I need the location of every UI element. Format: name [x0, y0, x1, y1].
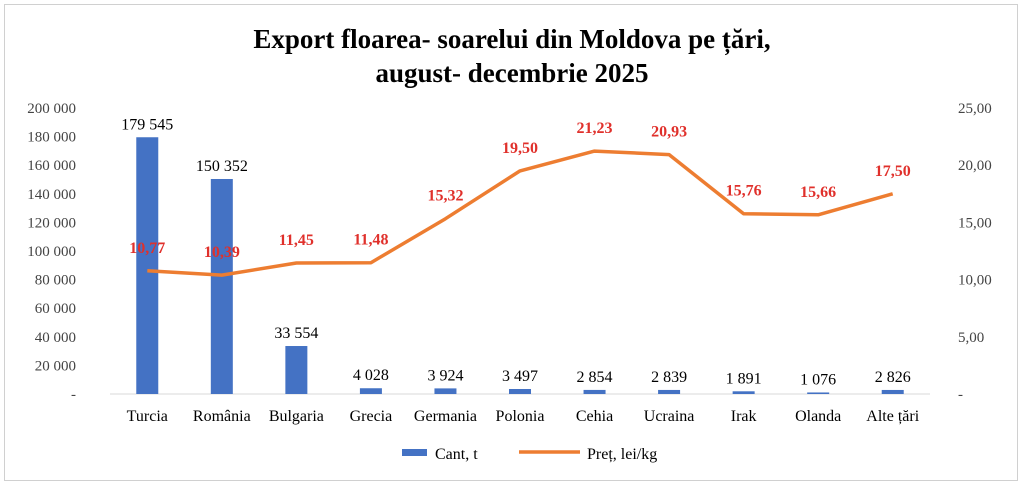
- y-left-tick-label: 140 000: [27, 187, 76, 203]
- y-left-tick-label: 200 000: [27, 101, 76, 117]
- y-left-tick-label: -: [71, 387, 76, 403]
- x-category-label: Turcia: [127, 408, 168, 425]
- x-category-label: Ucraina: [644, 408, 695, 425]
- chart-title: Export floarea- soarelui din Moldova pe …: [0, 22, 1024, 90]
- price-value-label: 11,48: [353, 232, 388, 249]
- bar-value-label: 2 839: [651, 369, 687, 386]
- price-value-label: 10,77: [129, 240, 165, 257]
- x-category-label: România: [193, 408, 251, 425]
- y-right-tick-label: 15,00: [958, 215, 992, 231]
- bar-grecia: [359, 388, 382, 394]
- bar-value-label: 3 924: [427, 367, 463, 384]
- bar-value-label: 1 891: [726, 370, 762, 387]
- y-right-tick-label: -: [958, 387, 963, 403]
- y-right-tick-label: 25,00: [958, 101, 992, 117]
- x-category-label: Irak: [731, 408, 757, 425]
- chart-title-line2: august- decembrie 2025: [375, 58, 649, 88]
- bar-cehia: [583, 389, 606, 394]
- price-value-label: 15,76: [726, 183, 762, 200]
- y-left-tick-label: 100 000: [27, 244, 76, 260]
- bar-turcia: [136, 137, 159, 394]
- bar-irak: [732, 391, 755, 394]
- y-left-tick-label: 120 000: [27, 215, 76, 231]
- bar-value-label: 179 545: [121, 116, 173, 133]
- bar-olanda: [807, 392, 830, 394]
- price-value-label: 15,66: [800, 184, 836, 201]
- y-left-tick-label: 160 000: [27, 158, 76, 174]
- bar-value-label: 2 854: [577, 369, 613, 386]
- bar-value-label: 4 028: [353, 367, 389, 384]
- price-value-label: 10,39: [204, 244, 240, 261]
- y-left-tick-label: 80 000: [35, 273, 76, 289]
- price-line: [147, 149, 894, 277]
- bar-ucraina: [658, 389, 681, 394]
- price-value-label: 11,45: [279, 232, 314, 249]
- y-left-tick-label: 40 000: [35, 330, 76, 346]
- bar-germania: [434, 388, 457, 394]
- price-value-label: 15,32: [427, 188, 463, 205]
- bar-value-label: 1 076: [800, 371, 836, 388]
- x-category-label: Polonia: [496, 408, 545, 425]
- x-category-label: Cehia: [576, 408, 613, 425]
- y-right-tick-label: 10,00: [958, 273, 992, 289]
- y-left-tick-label: 180 000: [27, 130, 76, 146]
- price-value-label: 21,23: [577, 120, 613, 137]
- bar-value-label: 3 497: [502, 368, 538, 385]
- x-category-label: Grecia: [350, 408, 393, 425]
- chart-frame: [4, 4, 1018, 481]
- chart-title-line1: Export floarea- soarelui din Moldova pe …: [253, 24, 771, 54]
- y-right-tick-label: 5,00: [958, 330, 984, 346]
- x-category-label: Alte țări: [866, 408, 919, 425]
- x-category-label: Bulgaria: [269, 408, 324, 425]
- bar-value-label: 150 352: [196, 158, 248, 175]
- y-right-tick-label: 20,00: [958, 158, 992, 174]
- bar-alte țări: [881, 389, 904, 394]
- legend-line-label: Preț, lei/kg: [587, 446, 657, 463]
- price-value-label: 20,93: [651, 124, 687, 141]
- y-left-tick-label: 20 000: [35, 358, 76, 374]
- y-left-tick-label: 60 000: [35, 301, 76, 317]
- x-category-label: Olanda: [795, 408, 841, 425]
- bar-value-label: 33 554: [274, 325, 318, 342]
- price-value-label: 19,50: [502, 140, 538, 157]
- bar-polonia: [509, 388, 531, 394]
- x-category-label: Germania: [414, 408, 477, 425]
- bar-românia: [210, 178, 233, 394]
- price-value-label: 17,50: [875, 163, 911, 180]
- bar-value-label: 2 826: [875, 369, 911, 386]
- bar-bulgaria: [285, 346, 308, 394]
- legend-bar-label: Cant, t: [435, 446, 478, 463]
- legend-bar-swatch: [402, 449, 427, 456]
